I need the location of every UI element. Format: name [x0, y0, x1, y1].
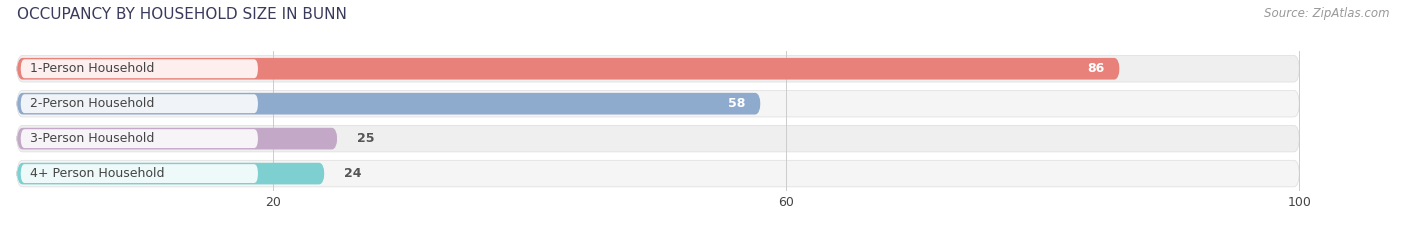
Text: 86: 86 — [1087, 62, 1105, 75]
Text: 4+ Person Household: 4+ Person Household — [30, 167, 165, 180]
Text: 1-Person Household: 1-Person Household — [30, 62, 155, 75]
FancyBboxPatch shape — [21, 59, 257, 78]
FancyBboxPatch shape — [17, 163, 325, 185]
Text: 25: 25 — [357, 132, 374, 145]
Text: 58: 58 — [728, 97, 745, 110]
Text: OCCUPANCY BY HOUSEHOLD SIZE IN BUNN: OCCUPANCY BY HOUSEHOLD SIZE IN BUNN — [17, 7, 347, 22]
FancyBboxPatch shape — [21, 129, 257, 148]
FancyBboxPatch shape — [17, 93, 761, 115]
FancyBboxPatch shape — [17, 90, 1299, 117]
Text: 2-Person Household: 2-Person Household — [30, 97, 155, 110]
FancyBboxPatch shape — [17, 125, 1299, 152]
Text: 24: 24 — [344, 167, 361, 180]
Text: Source: ZipAtlas.com: Source: ZipAtlas.com — [1264, 7, 1389, 20]
FancyBboxPatch shape — [17, 128, 337, 150]
FancyBboxPatch shape — [21, 94, 257, 113]
FancyBboxPatch shape — [17, 160, 1299, 187]
FancyBboxPatch shape — [17, 58, 1119, 80]
Text: 3-Person Household: 3-Person Household — [30, 132, 155, 145]
FancyBboxPatch shape — [17, 55, 1299, 82]
FancyBboxPatch shape — [21, 164, 257, 183]
